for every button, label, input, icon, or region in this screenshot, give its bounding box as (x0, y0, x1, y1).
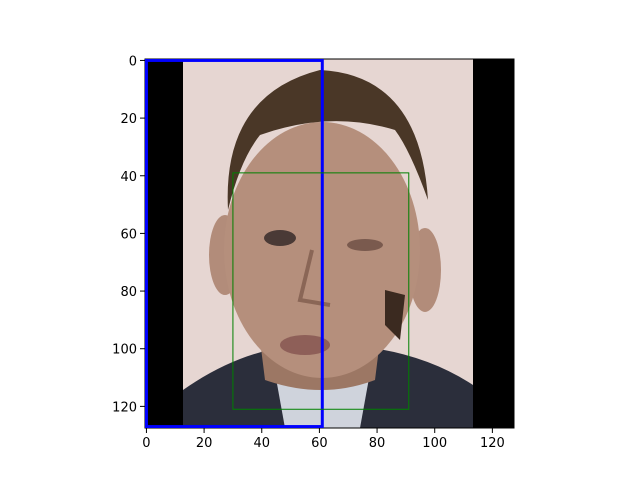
y-tick-label: 40 (120, 170, 137, 185)
x-tick-label: 40 (253, 436, 270, 451)
x-tick-label: 100 (422, 436, 447, 451)
bounding-box (232, 172, 410, 410)
x-tick-label: 80 (369, 436, 386, 451)
y-tick-label: 120 (112, 400, 137, 415)
bounding-box (145, 59, 324, 428)
y-tick-label: 20 (120, 112, 137, 127)
y-tick-label: 60 (120, 227, 137, 242)
x-tick-label: 20 (196, 436, 213, 451)
x-tick-label: 120 (480, 436, 505, 451)
y-tick-label: 0 (129, 54, 137, 69)
x-tick-label: 60 (311, 436, 328, 451)
y-tick-label: 100 (112, 343, 137, 358)
x-tick-label: 0 (142, 436, 150, 451)
y-tick-label: 80 (120, 285, 137, 300)
image (145, 59, 514, 428)
